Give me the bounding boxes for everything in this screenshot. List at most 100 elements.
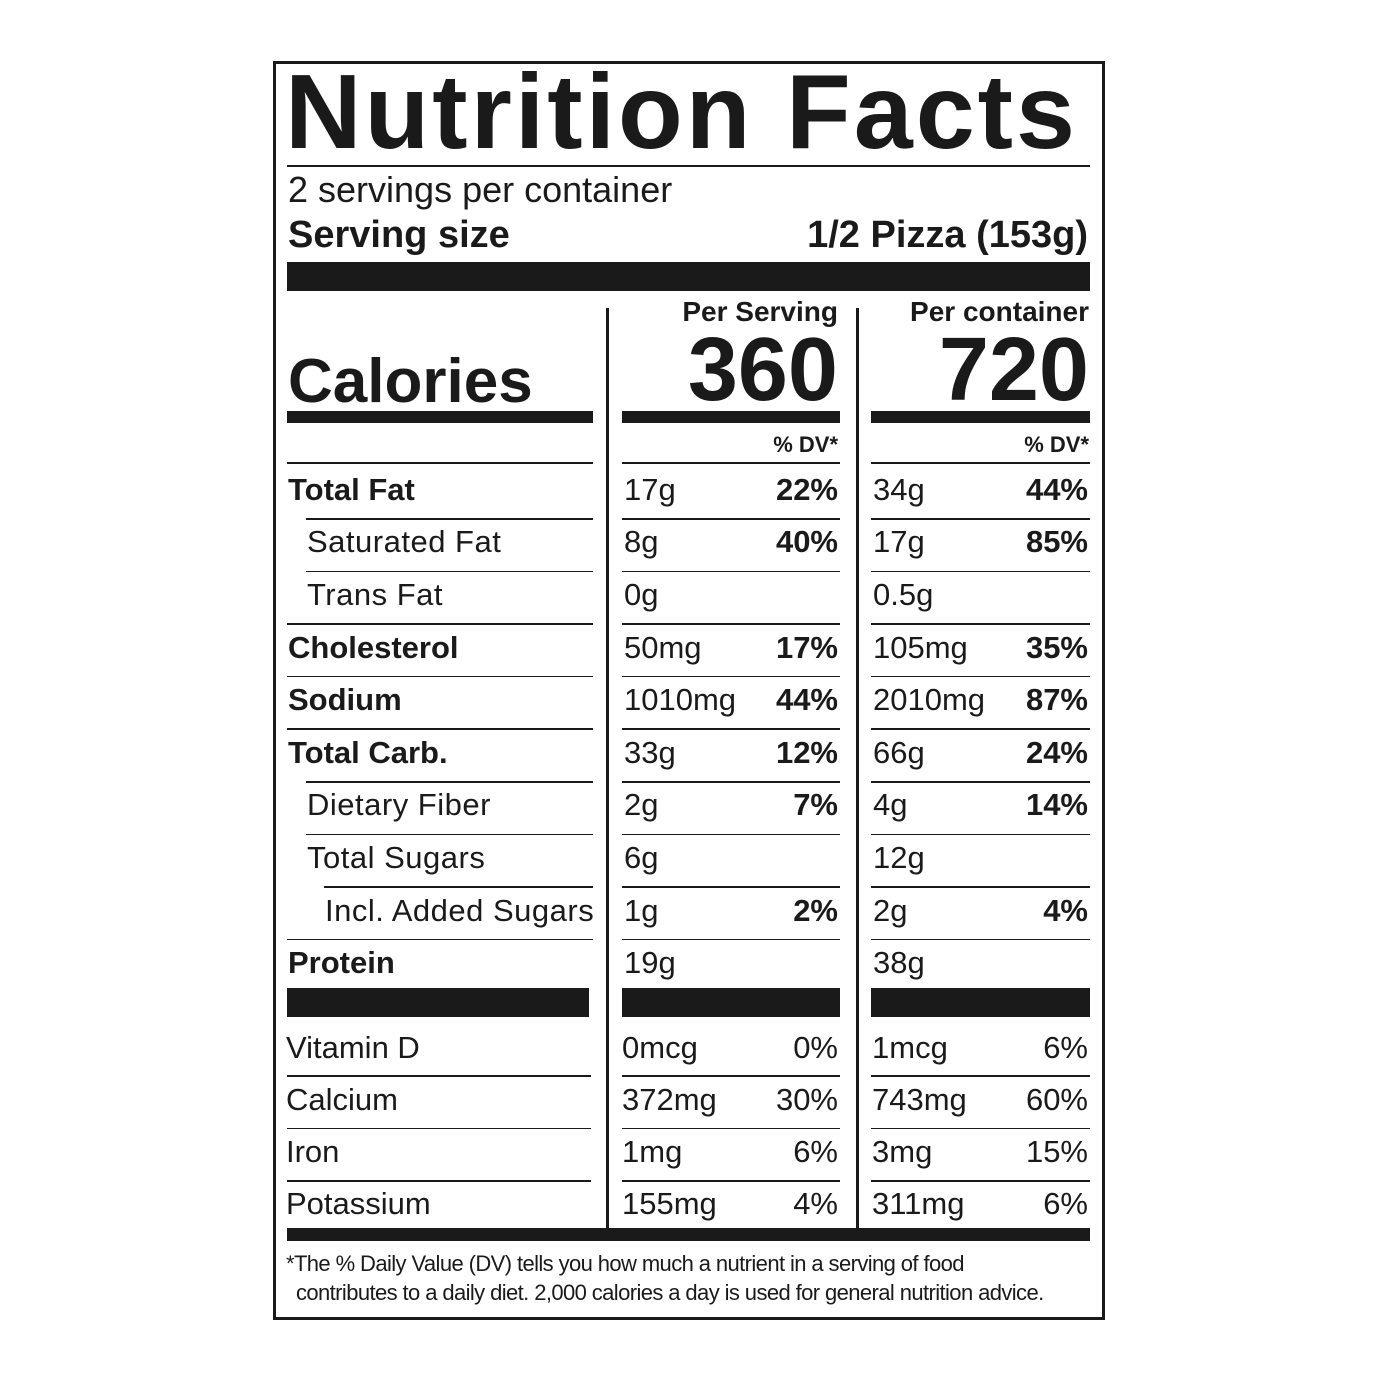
daily-value: 6% — [793, 1133, 838, 1169]
amount: 1mcg — [872, 1029, 948, 1065]
rule — [871, 1180, 1090, 1182]
rule — [622, 675, 840, 678]
nutrient-name: Protein — [288, 945, 395, 981]
amount: 0mcg — [622, 1029, 698, 1065]
daily-value: 0% — [793, 1029, 838, 1065]
amount: 0g — [624, 577, 659, 613]
daily-value: 2% — [793, 892, 838, 928]
serving-size-value: 1/2 Pizza (153g) — [807, 214, 1088, 257]
rule — [287, 938, 593, 941]
column-line — [856, 308, 859, 1228]
rule — [622, 1180, 840, 1182]
bar — [287, 411, 593, 423]
amount: 105mg — [873, 629, 968, 665]
daily-value: 15% — [1025, 1133, 1088, 1169]
dv-header: % DV* — [773, 431, 838, 457]
daily-value: 4% — [793, 1185, 838, 1221]
amount: 50mg — [624, 629, 702, 665]
rule — [871, 623, 1090, 625]
rule — [871, 833, 1090, 836]
rule — [287, 462, 593, 464]
amount: 19g — [624, 945, 676, 981]
daily-value: 12% — [775, 734, 838, 770]
daily-value: 7% — [793, 787, 838, 823]
amount: 1mg — [622, 1133, 683, 1169]
rule — [871, 886, 1090, 888]
calories-value: 720 — [938, 319, 1089, 420]
amount: 0.5g — [873, 577, 934, 613]
vitamin-name: Potassium — [286, 1185, 431, 1221]
vitamin-name: Vitamin D — [286, 1029, 420, 1065]
rule — [871, 781, 1090, 783]
nutrient-name: Dietary Fiber — [307, 787, 491, 823]
nutrient-name: Total Sugars — [307, 840, 486, 876]
amount: 2010mg — [873, 682, 986, 718]
nutrient-name: Sodium — [288, 682, 402, 718]
amount: 12g — [873, 840, 925, 876]
amount: 743mg — [872, 1081, 967, 1117]
rule — [622, 570, 840, 573]
rule — [622, 462, 840, 464]
column-header: Per Serving — [682, 295, 838, 327]
daily-value: 87% — [1025, 682, 1088, 718]
rule — [287, 1127, 591, 1129]
bar — [622, 411, 840, 423]
rule — [306, 833, 593, 836]
thick-bar — [287, 262, 1090, 291]
daily-value: 35% — [1025, 629, 1088, 665]
nutrient-name: Cholesterol — [288, 629, 459, 665]
amount: 38g — [873, 945, 925, 981]
rule — [306, 781, 593, 783]
daily-value: 4% — [1043, 892, 1088, 928]
rule — [622, 833, 840, 836]
amount: 2g — [873, 892, 908, 928]
rule — [287, 1075, 591, 1077]
rule — [287, 623, 593, 625]
rule — [622, 728, 840, 730]
daily-value: 60% — [1025, 1081, 1088, 1117]
rule — [871, 938, 1090, 941]
rule — [622, 1127, 840, 1129]
rule — [622, 886, 840, 888]
thick-bar — [871, 988, 1090, 1017]
amount: 66g — [873, 734, 925, 770]
calories-value: 360 — [687, 319, 838, 420]
bar — [871, 411, 1090, 423]
amount: 17g — [624, 471, 676, 507]
nutrient-name: Total Carb. — [288, 734, 448, 770]
amount: 34g — [873, 471, 925, 507]
rule — [622, 518, 840, 520]
rule — [871, 1075, 1090, 1077]
rule — [871, 462, 1090, 464]
rule — [622, 1075, 840, 1077]
amount: 1g — [624, 892, 659, 928]
daily-value: 6% — [1043, 1185, 1088, 1221]
rule — [622, 781, 840, 783]
amount: 8g — [624, 524, 659, 560]
rule — [306, 518, 593, 520]
calories-label: Calories — [288, 346, 533, 416]
daily-value: 6% — [1043, 1029, 1088, 1065]
nutrient-name: Total Fat — [288, 471, 415, 507]
daily-value: 17% — [775, 629, 838, 665]
rule — [871, 728, 1090, 730]
thick-bar — [287, 1228, 1090, 1241]
rule — [871, 570, 1090, 573]
nutrient-name: Trans Fat — [307, 577, 443, 613]
column-header: Per container — [910, 295, 1089, 327]
amount: 155mg — [622, 1185, 717, 1221]
vitamin-name: Iron — [286, 1133, 340, 1169]
thick-bar — [622, 988, 840, 1017]
vitamin-name: Calcium — [286, 1081, 398, 1117]
daily-value: 85% — [1025, 524, 1088, 560]
amount: 311mg — [872, 1185, 965, 1221]
daily-value: 24% — [1025, 734, 1088, 770]
footnote: *The % Daily Value (DV) tells you how mu… — [286, 1250, 964, 1276]
rule — [871, 518, 1090, 520]
amount: 2g — [624, 787, 659, 823]
rule — [871, 675, 1090, 678]
rule — [306, 570, 593, 573]
amount: 3mg — [872, 1133, 933, 1169]
amount: 1010mg — [624, 682, 737, 718]
